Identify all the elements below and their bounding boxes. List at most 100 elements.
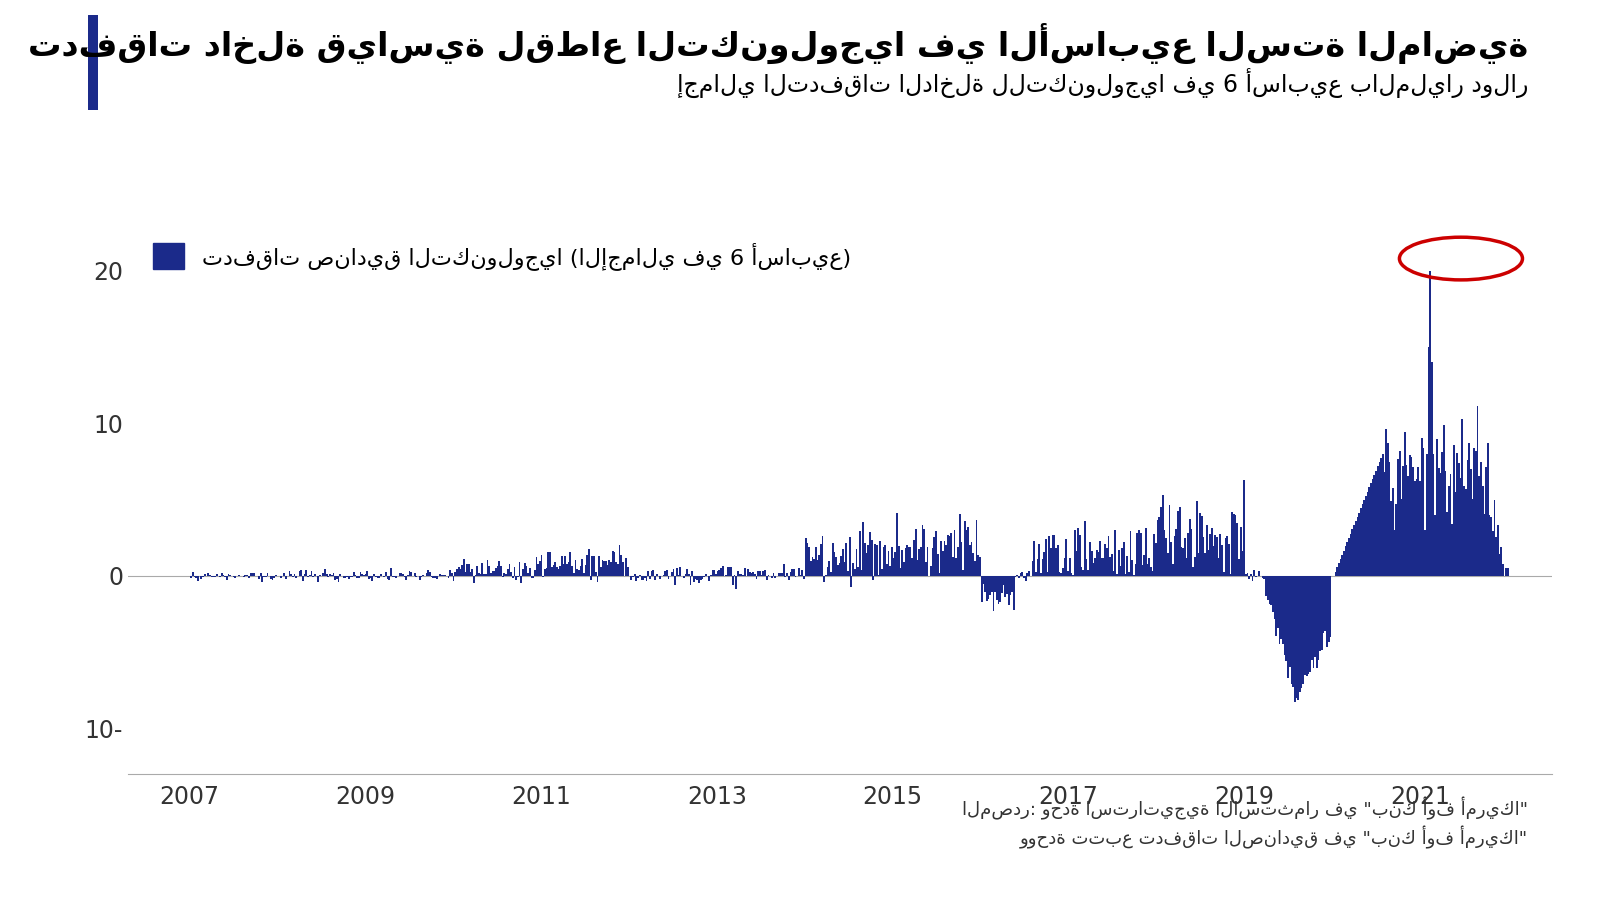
Bar (1059, 572, 1061, 576)
Bar (1032, 561, 1034, 576)
Bar (312, 576, 314, 577)
Bar (901, 551, 902, 576)
Bar (1147, 564, 1149, 576)
Bar (1475, 451, 1477, 576)
Bar (1378, 466, 1379, 576)
Bar (1355, 521, 1357, 576)
Bar (1438, 468, 1440, 576)
Bar (715, 573, 717, 576)
Bar (1371, 479, 1373, 576)
Bar (910, 547, 912, 576)
Bar (248, 576, 250, 578)
Bar (579, 566, 581, 576)
Bar (739, 574, 741, 576)
Bar (491, 572, 493, 576)
Bar (1285, 576, 1288, 662)
Bar (709, 576, 710, 581)
Bar (1466, 490, 1467, 576)
Bar (387, 576, 389, 579)
Bar (1326, 576, 1328, 647)
Bar (190, 576, 192, 579)
Bar (1109, 557, 1110, 576)
Bar (211, 576, 213, 577)
Bar (1110, 554, 1114, 576)
Bar (702, 576, 706, 577)
Bar (357, 576, 358, 578)
Bar (1021, 572, 1022, 576)
Bar (354, 572, 355, 576)
Bar (1296, 576, 1298, 698)
Bar (1086, 559, 1088, 576)
Bar (1107, 536, 1109, 576)
Bar (1317, 576, 1320, 660)
Bar (310, 572, 312, 576)
Bar (965, 530, 968, 576)
Bar (1112, 571, 1115, 576)
Bar (1024, 576, 1027, 581)
Bar (1123, 542, 1125, 576)
Bar (610, 562, 611, 576)
Bar (1490, 517, 1493, 576)
Bar (333, 572, 334, 576)
Bar (1067, 572, 1069, 576)
Bar (1402, 466, 1403, 576)
Bar (414, 573, 416, 576)
Bar (366, 571, 368, 576)
Bar (1045, 539, 1046, 576)
Bar (462, 559, 464, 576)
Bar (1323, 576, 1325, 633)
Bar (1384, 472, 1386, 576)
Bar (811, 557, 813, 576)
Bar (1453, 446, 1454, 576)
Bar (539, 561, 541, 576)
Bar (1101, 558, 1102, 576)
Bar (291, 576, 294, 577)
Bar (621, 555, 622, 576)
Bar (394, 576, 395, 578)
Bar (480, 574, 482, 576)
Bar (1491, 531, 1494, 576)
Bar (1275, 576, 1277, 635)
Bar (1278, 576, 1280, 644)
Bar (1403, 432, 1406, 576)
Bar (1061, 573, 1062, 576)
Bar (611, 551, 613, 576)
Bar (517, 576, 518, 578)
Bar (451, 572, 453, 576)
Bar (1250, 574, 1251, 576)
Bar (638, 574, 640, 576)
Bar (1472, 499, 1474, 576)
Bar (1070, 573, 1072, 576)
Bar (216, 574, 218, 576)
Bar (915, 529, 917, 576)
Bar (805, 538, 806, 576)
Bar (1160, 507, 1162, 576)
Bar (786, 573, 787, 576)
Bar (1368, 488, 1370, 576)
Bar (461, 565, 462, 576)
Bar (221, 573, 222, 576)
Bar (925, 562, 926, 576)
Bar (1130, 532, 1131, 576)
Bar (795, 576, 797, 577)
Bar (501, 565, 502, 576)
Bar (306, 570, 307, 576)
Bar (813, 560, 814, 576)
Bar (917, 560, 918, 576)
Bar (426, 573, 427, 576)
Bar (848, 537, 851, 576)
Bar (1091, 551, 1093, 576)
Bar (670, 572, 674, 576)
Bar (1485, 467, 1486, 576)
Bar (939, 573, 941, 576)
Bar (219, 576, 221, 577)
Bar (970, 544, 971, 576)
Bar (1430, 362, 1432, 576)
Bar (467, 563, 470, 576)
Bar (326, 573, 328, 576)
Bar (1090, 543, 1091, 576)
Bar (886, 564, 888, 576)
Bar (597, 576, 598, 582)
Bar (862, 522, 864, 576)
Bar (1298, 576, 1299, 700)
